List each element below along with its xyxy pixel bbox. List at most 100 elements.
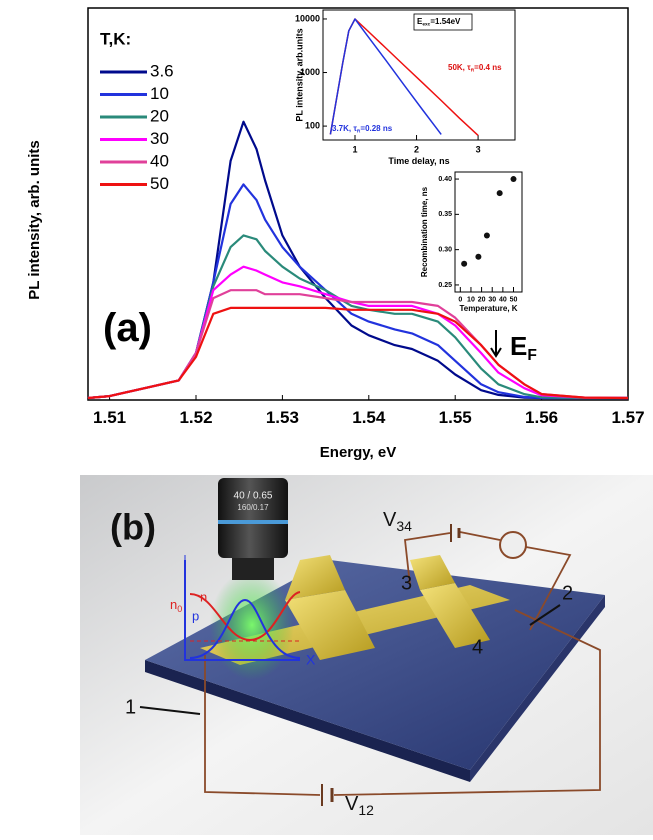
series-line xyxy=(87,265,629,400)
annotation-text: E xyxy=(510,331,527,361)
subscript: 12 xyxy=(358,802,374,818)
y-tick-label: 0.35 xyxy=(438,211,452,218)
pointer xyxy=(529,604,561,626)
legend-label: 3.6 xyxy=(150,61,174,80)
x-tick-label: 0 xyxy=(458,297,462,304)
text: V xyxy=(345,793,359,815)
x-tick-label: 1.53 xyxy=(266,408,299,427)
subscript: 0 xyxy=(177,604,182,614)
wire xyxy=(459,531,501,541)
wire xyxy=(525,546,572,631)
point xyxy=(496,190,503,197)
x-tick-label: 1.54 xyxy=(352,408,386,427)
axis-label: n xyxy=(200,589,207,604)
annotation: 3.7K, τR=0.28 ns xyxy=(332,124,393,135)
text: V xyxy=(383,509,397,531)
y-tick-label: 0.30 xyxy=(438,246,452,253)
annotation-text: 3.7K, τ xyxy=(332,124,357,133)
legend-label: 40 xyxy=(150,151,169,170)
x-tick-label: 2 xyxy=(414,144,419,154)
hall-bar-arm xyxy=(420,583,490,648)
laser-spot xyxy=(210,570,294,680)
axis-label: X xyxy=(306,652,316,668)
legend-label: 10 xyxy=(150,84,169,103)
y-tick-label: 100 xyxy=(305,120,320,130)
annotation-text: =0.28 ns xyxy=(360,124,392,133)
objective-text: 160/0.17 xyxy=(237,503,269,512)
charts: 1.51 1.52 1.53 1.54 1.55 1.56 1.57 Energy, eV PL… xyxy=(26,7,645,461)
hall-bar-arm xyxy=(410,555,455,590)
wire xyxy=(404,532,451,586)
annotation: Eexc=1.54eV xyxy=(417,17,461,28)
point xyxy=(461,260,468,267)
voltage-label: V12 xyxy=(345,793,374,817)
x-tick-label: 1.55 xyxy=(439,408,472,427)
hall-bar-arm xyxy=(285,590,375,660)
annotation: (a) xyxy=(103,306,152,350)
x-axis-label: Time delay, ns xyxy=(388,156,449,166)
pointer xyxy=(139,706,201,715)
y-tick-label: 0.40 xyxy=(438,176,452,183)
subscript: 34 xyxy=(396,518,412,534)
plot-frame xyxy=(454,171,523,293)
subscript: R xyxy=(471,68,475,74)
inset-axes xyxy=(184,560,300,661)
point xyxy=(510,176,517,183)
wire xyxy=(204,655,321,796)
y-tick-label: 1000 xyxy=(300,67,320,77)
x-tick-label: 1.57 xyxy=(611,408,644,427)
subscript: F xyxy=(527,347,537,364)
panel-b: 40 / 0.65 160/0.17 (b) V34 V12 1 2 3 4 n… xyxy=(80,475,653,835)
contact-label: 4 xyxy=(472,636,483,658)
plot-frame xyxy=(322,9,516,141)
axis-label: n0 xyxy=(170,597,182,614)
contact-label: 2 xyxy=(562,582,573,604)
p-profile xyxy=(189,598,301,659)
substrate-side xyxy=(145,660,470,782)
objective-tip xyxy=(232,558,274,580)
x-tick-label: 10 xyxy=(467,297,475,304)
series-line xyxy=(87,306,629,400)
annotation-text: =0.4 ns xyxy=(474,63,502,72)
series-line xyxy=(87,183,628,400)
legend-label: 50 xyxy=(150,174,169,193)
subscript: R xyxy=(357,129,361,135)
point xyxy=(483,232,490,239)
x-tick-label: 3 xyxy=(476,144,481,154)
axis-label: p xyxy=(192,608,199,623)
x-tick-label: 1.56 xyxy=(525,408,558,427)
annotation: 50K, τR=0.4 ns xyxy=(448,63,502,74)
x-tick-label: 40 xyxy=(499,297,507,304)
annotation: EF xyxy=(510,331,537,364)
series-line xyxy=(329,18,442,135)
objective xyxy=(218,478,288,558)
x-tick-label: 20 xyxy=(478,297,486,304)
y-axis-label: PL intensity, arb. units xyxy=(26,140,43,299)
x-axis-label: Energy, eV xyxy=(320,444,396,461)
voltage-label: V34 xyxy=(383,509,412,533)
annotation-text: (a) xyxy=(103,306,152,350)
x-tick-label: 1.51 xyxy=(93,408,126,427)
legend-label: 30 xyxy=(150,129,169,148)
contact-label: 3 xyxy=(401,572,412,594)
x-tick-label: 1 xyxy=(352,144,357,154)
subscript: exc xyxy=(422,23,430,28)
annotation-text: E xyxy=(417,17,423,26)
x-tick-label: 30 xyxy=(488,297,496,304)
y-tick-label: 0.25 xyxy=(438,282,452,289)
circuit xyxy=(204,531,601,796)
annotation-box xyxy=(413,13,473,31)
x-tick-label: 1.52 xyxy=(179,408,212,427)
y-axis-label: Recombination time, ns xyxy=(420,186,429,277)
y-tick-label: 10000 xyxy=(295,13,320,23)
plot-frame xyxy=(87,7,629,401)
point xyxy=(475,253,482,260)
x-tick-label: 50 xyxy=(510,297,518,304)
arrow xyxy=(490,330,502,358)
hall-bar-arm xyxy=(285,555,345,600)
y-axis-label: PL intensity, arb.units xyxy=(294,28,304,121)
wire xyxy=(333,609,601,796)
ammeter xyxy=(499,531,527,559)
